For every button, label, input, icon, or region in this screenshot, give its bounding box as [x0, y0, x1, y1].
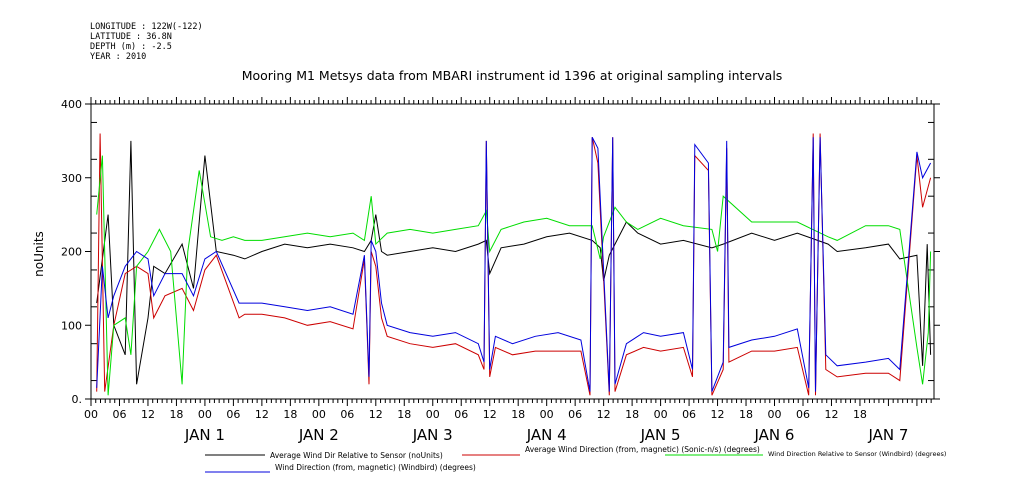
y-tick-label: 400 [61, 98, 82, 111]
x-hour-label: 06 [340, 408, 354, 421]
x-hour-label: 12 [711, 408, 725, 421]
x-day-label: JAN 7 [867, 426, 908, 444]
x-axis: 00 06 12 18 00 06 12 18 00 06 12 18 00 06 12 18 00 06 12 18… [84, 97, 932, 444]
x-hour-label: 00 [84, 408, 98, 421]
series-line-2 [96, 133, 932, 396]
x-hour-label: 06 [226, 408, 240, 421]
x-hour-label: 00 [198, 408, 212, 421]
meta-depth: DEPTH (m) : -2.5 [90, 42, 172, 52]
x-hour-label: 00 [426, 408, 440, 421]
x-hour-label: 18 [853, 408, 867, 421]
x-hour-label: 06 [454, 408, 468, 421]
chart-title: Mooring M1 Metsys data from MBARI instru… [242, 68, 783, 83]
y-axis: 0. 100 200 300 400 [61, 98, 940, 406]
x-hour-label: 12 [483, 408, 497, 421]
legend-label-4: Wind Direction (from, magnetic) (Windbir… [275, 463, 476, 472]
x-hour-label: 06 [112, 408, 126, 421]
x-hour-label: 06 [682, 408, 696, 421]
x-hour-label: 18 [625, 408, 639, 421]
x-hour-label: 00 [540, 408, 554, 421]
x-hour-label: 12 [824, 408, 838, 421]
series-line-3 [96, 155, 932, 396]
x-hour-label: 18 [739, 408, 753, 421]
meta-latitude: LATITUDE : 36.8N [90, 32, 172, 42]
x-day-label: JAN 2 [298, 426, 339, 444]
series-lines [96, 133, 932, 396]
x-hour-label: 12 [141, 408, 155, 421]
metadata-block: LONGITUDE : 122W(-122) LATITUDE : 36.8N … [90, 22, 203, 62]
y-tick-label: 0. [72, 393, 83, 406]
x-hour-label: 06 [568, 408, 582, 421]
series-line-1 [96, 140, 932, 385]
x-hour-label: 12 [369, 408, 383, 421]
x-day-label: JAN 3 [412, 426, 453, 444]
x-hour-label: 00 [768, 408, 782, 421]
x-day-label: JAN 5 [640, 426, 681, 444]
x-day-label: JAN 4 [526, 426, 567, 444]
legend-label-2: Average Wind Direction (from, magnetic) … [525, 445, 760, 454]
legend-label-1: Average Wind Dir Relative to Sensor (noU… [270, 451, 443, 460]
meta-longitude: LONGITUDE : 122W(-122) [90, 22, 203, 32]
x-hour-label: 00 [654, 408, 668, 421]
x-day-label: JAN 6 [754, 426, 795, 444]
meta-year: YEAR : 2010 [90, 52, 147, 62]
legend-label-3: Wind Direction Relative to Sensor (Windb… [768, 450, 946, 458]
x-hour-label: 18 [397, 408, 411, 421]
x-day-label: JAN 1 [184, 426, 225, 444]
x-hour-label: 00 [312, 408, 326, 421]
y-tick-label: 200 [61, 246, 82, 259]
x-hour-label: 18 [169, 408, 183, 421]
y-axis-label: noUnits [32, 231, 46, 277]
x-hour-label: 12 [597, 408, 611, 421]
x-hour-label: 18 [511, 408, 525, 421]
x-hour-label: 12 [255, 408, 269, 421]
legend: Average Wind Dir Relative to Sensor (noU… [205, 445, 946, 473]
x-hour-label: 06 [796, 408, 810, 421]
y-tick-label: 300 [61, 172, 82, 185]
y-tick-label: 100 [61, 319, 82, 332]
series-line-4 [96, 136, 932, 392]
x-hour-label: 18 [283, 408, 297, 421]
